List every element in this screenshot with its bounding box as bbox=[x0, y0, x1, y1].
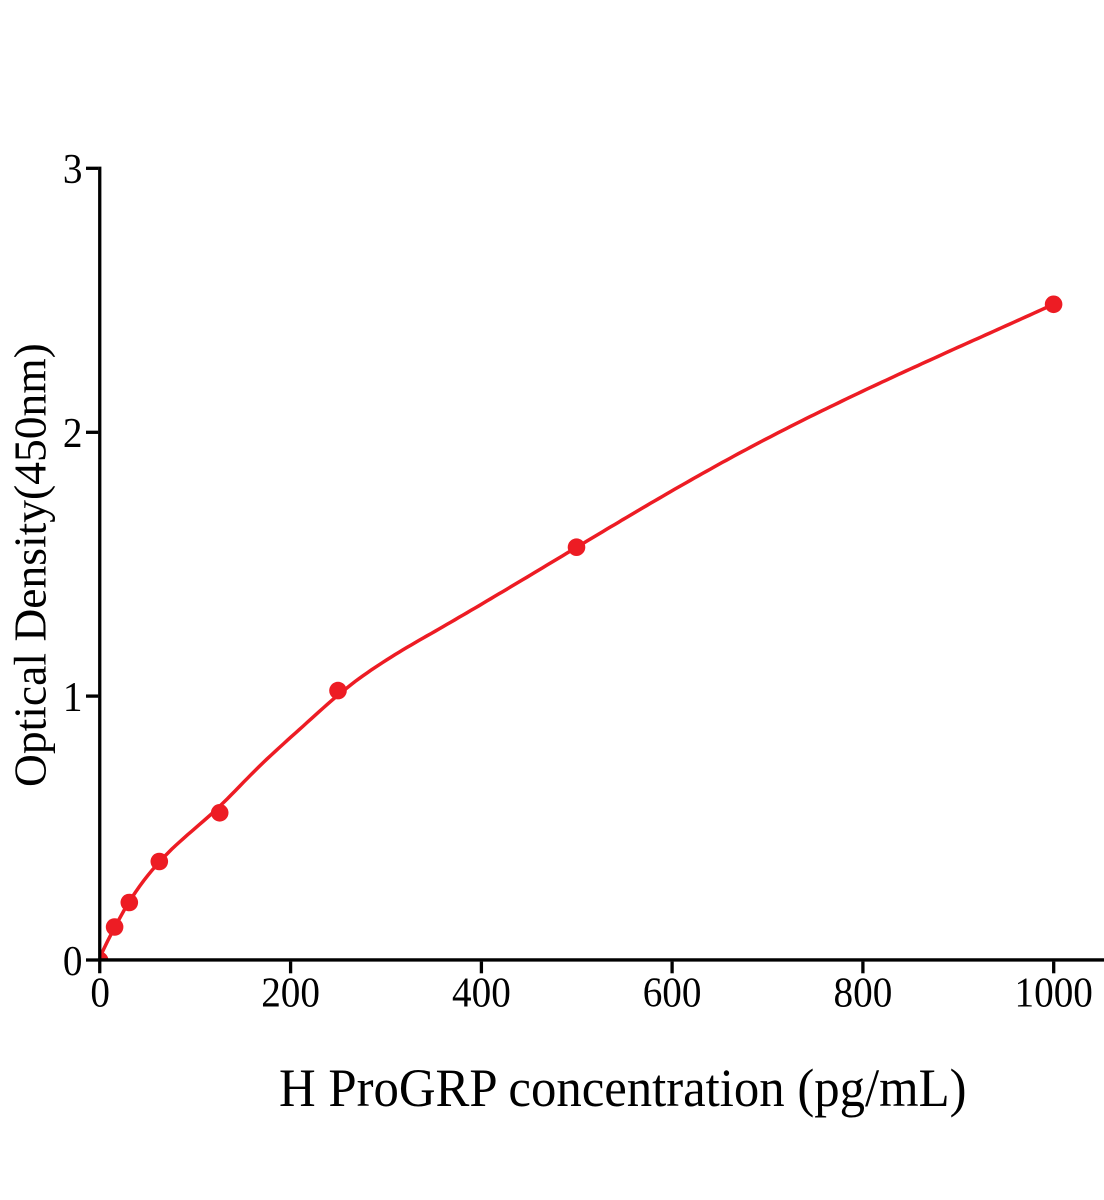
svg-text:H ProGRP concentration (pg/mL): H ProGRP concentration (pg/mL) bbox=[279, 1060, 966, 1118]
svg-text:3: 3 bbox=[63, 146, 83, 193]
svg-text:1000: 1000 bbox=[1015, 969, 1093, 1016]
svg-text:800: 800 bbox=[834, 969, 893, 1016]
svg-text:0: 0 bbox=[63, 938, 83, 985]
svg-text:400: 400 bbox=[452, 969, 511, 1016]
svg-text:0: 0 bbox=[90, 969, 110, 1016]
svg-text:200: 200 bbox=[261, 969, 320, 1016]
svg-text:600: 600 bbox=[643, 969, 702, 1016]
svg-text:Optical Density(450nm): Optical Density(450nm) bbox=[4, 343, 55, 787]
svg-text:2: 2 bbox=[63, 410, 83, 457]
svg-text:1: 1 bbox=[63, 674, 83, 721]
